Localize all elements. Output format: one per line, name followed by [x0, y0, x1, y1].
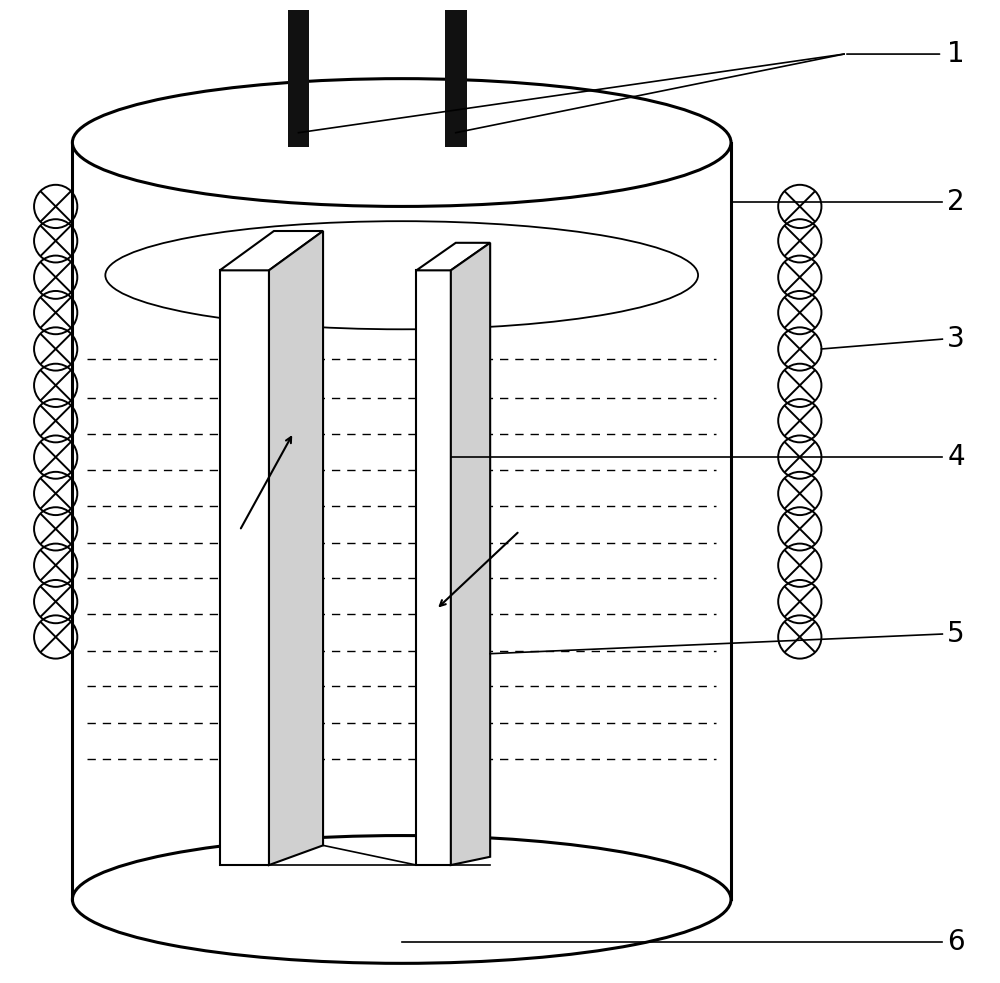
- Ellipse shape: [72, 836, 731, 963]
- Text: 3: 3: [947, 325, 965, 353]
- Polygon shape: [220, 270, 269, 865]
- Text: 5: 5: [947, 620, 965, 648]
- Text: 6: 6: [947, 928, 965, 955]
- Text: 1: 1: [947, 40, 965, 68]
- Polygon shape: [451, 243, 490, 865]
- Bar: [445, 10, 467, 147]
- Bar: [288, 10, 309, 147]
- Text: 2: 2: [947, 188, 965, 215]
- Polygon shape: [416, 270, 451, 865]
- Ellipse shape: [72, 79, 731, 206]
- Polygon shape: [416, 243, 490, 270]
- Text: 4: 4: [947, 443, 965, 471]
- Polygon shape: [220, 231, 323, 270]
- Polygon shape: [269, 231, 323, 865]
